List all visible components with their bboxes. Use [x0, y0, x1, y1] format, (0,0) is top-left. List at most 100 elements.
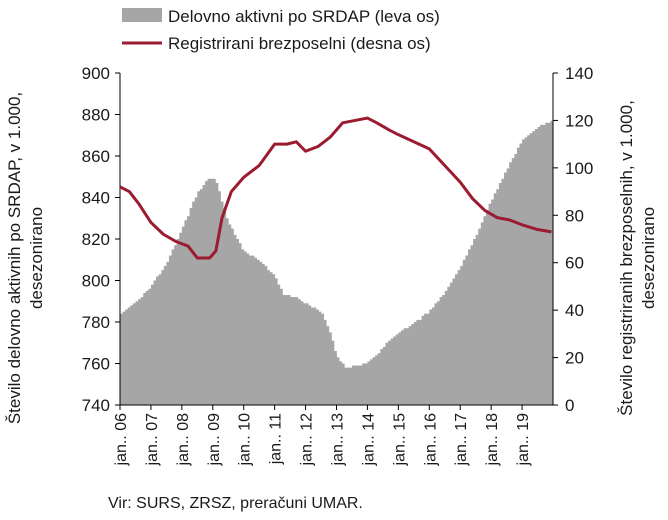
legend: Delovno aktivni po SRDAP (leva os) Regis… [122, 7, 440, 53]
area-bar [344, 367, 348, 405]
x-tick-label: jan.. 10 [237, 413, 254, 467]
x-tick-label: jan.. 12 [299, 413, 316, 467]
area-bar [418, 319, 422, 405]
area-bar [313, 307, 317, 405]
area-bar [449, 282, 453, 405]
area-bar [529, 133, 533, 405]
area-bar [217, 191, 221, 405]
area-bar [179, 232, 183, 405]
x-tick-label: jan.. 06 [113, 413, 130, 467]
area-bar [220, 201, 224, 405]
area-bar [547, 122, 551, 406]
area-bar [125, 309, 129, 405]
area-bar [176, 239, 180, 405]
area-bar [223, 209, 227, 405]
left-tick-label: 760 [82, 355, 110, 374]
area-bar [153, 280, 157, 405]
area-bar [488, 203, 492, 405]
right-tick-label: 140 [565, 64, 593, 83]
line-series-path [119, 116, 552, 260]
area-bar [269, 272, 273, 405]
area-bar [315, 309, 319, 405]
area-bar [321, 313, 325, 405]
area-bar [367, 361, 371, 405]
x-tick-label: jan.. 17 [453, 413, 470, 467]
area-bar [202, 185, 206, 405]
area-bar [181, 226, 185, 405]
area-bar [305, 303, 309, 405]
area-bar [400, 330, 404, 405]
area-bar [261, 263, 265, 405]
area-bar [287, 295, 291, 405]
area-bar [411, 324, 415, 405]
area-bar [480, 222, 484, 405]
area-bar [282, 295, 286, 405]
area-bar [390, 338, 394, 405]
area-bar [460, 265, 464, 405]
area-bar [207, 178, 211, 405]
line-series-layer [119, 116, 552, 260]
area-bar [228, 224, 232, 405]
area-bar [279, 288, 283, 405]
area-bar [524, 137, 528, 405]
area-bar [532, 131, 536, 405]
x-axis-ticks: jan.. 06 jan.. 07 jan.. 08 jan.. 09 jan.. 10… [113, 405, 532, 466]
area-bar [166, 261, 170, 405]
area-bar [498, 182, 502, 405]
area-bar [506, 168, 510, 405]
left-tick-label: 820 [82, 230, 110, 249]
area-bar [326, 326, 330, 405]
area-bar [331, 340, 335, 405]
area-bar [504, 172, 508, 405]
area-bar [509, 162, 513, 405]
area-bar [462, 259, 466, 405]
area-bar [455, 274, 459, 405]
area-bar [408, 326, 412, 405]
area-bar [248, 255, 252, 405]
right-tick-label: 20 [565, 349, 584, 368]
x-tick-label: jan.. 14 [360, 413, 377, 467]
area-bar [354, 365, 358, 405]
area-bar [174, 245, 178, 405]
area-bar [496, 189, 500, 405]
area-bar [143, 292, 147, 405]
area-bar [491, 199, 495, 405]
area-bar [349, 367, 353, 405]
area-bar [527, 135, 531, 405]
area-bar [238, 243, 242, 405]
area-bar [364, 363, 368, 405]
left-tick-label: 800 [82, 272, 110, 291]
area-bar [452, 278, 456, 405]
area-bar [310, 307, 314, 405]
right-axis-title-line-2: desezonirano [639, 207, 658, 309]
area-bar [359, 365, 363, 405]
source-note: Vir: SURS, ZRSZ, preračuni UMAR. [108, 495, 363, 512]
area-bar [215, 182, 219, 405]
area-bar [362, 363, 366, 405]
right-tick-label: 100 [565, 159, 593, 178]
area-bar [385, 342, 389, 405]
area-bar [233, 234, 237, 405]
area-bar [519, 143, 523, 406]
area-bar [254, 257, 257, 405]
area-bar [272, 274, 276, 405]
area-bar [192, 201, 196, 405]
area-bar [434, 303, 438, 405]
area-bar [135, 301, 139, 405]
right-tick-label: 40 [565, 301, 584, 320]
area-bar [122, 311, 126, 406]
legend-label-area: Delovno aktivni po SRDAP (leva os) [168, 7, 440, 26]
area-bar [336, 357, 340, 405]
area-bar [230, 228, 234, 406]
area-bar [292, 297, 296, 405]
left-axis-title-line-2: desezonirano [27, 207, 46, 309]
area-bar [266, 270, 270, 406]
x-tick-label: jan.. 18 [484, 413, 501, 467]
area-bar [485, 209, 489, 405]
area-bar [416, 319, 420, 405]
area-bar [197, 191, 201, 405]
area-bar [483, 216, 487, 405]
area-bar [370, 359, 373, 405]
left-tick-label: 900 [82, 64, 110, 83]
